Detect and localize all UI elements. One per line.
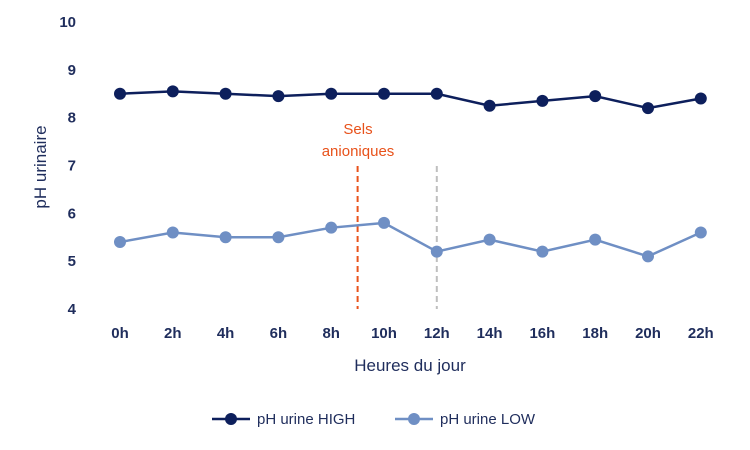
y-tick-label: 7 xyxy=(68,158,76,175)
x-tick-label: 8h xyxy=(322,325,340,342)
x-axis-title: Heures du jour xyxy=(354,356,466,375)
data-point xyxy=(589,233,602,246)
data-point xyxy=(166,226,179,239)
data-point xyxy=(430,245,443,258)
x-tick-label: 20h xyxy=(635,325,661,342)
data-point xyxy=(483,99,496,112)
legend-label: pH urine LOW xyxy=(440,411,536,428)
legend-marker xyxy=(225,413,237,425)
legend-item: pH urine LOW xyxy=(395,411,536,428)
x-tick-label: 16h xyxy=(529,325,555,342)
x-tick-label: 18h xyxy=(582,325,608,342)
data-point xyxy=(166,85,179,98)
data-point xyxy=(219,231,232,244)
data-point xyxy=(589,90,602,103)
y-axis-title: pH urinaire xyxy=(31,125,50,208)
legend: pH urine HIGH pH urine LOW xyxy=(212,411,536,428)
x-tick-label: 14h xyxy=(477,325,503,342)
data-point xyxy=(325,221,338,234)
y-tick-label: 4 xyxy=(68,301,77,318)
y-tick-label: 6 xyxy=(68,205,76,222)
data-point xyxy=(483,233,496,246)
data-point xyxy=(272,90,285,103)
y-axis-ticks: 4 5 6 7 8 9 10 xyxy=(59,14,76,318)
data-point xyxy=(694,92,707,105)
data-point xyxy=(430,87,443,100)
x-tick-label: 4h xyxy=(217,325,235,342)
y-tick-label: 10 xyxy=(59,14,76,31)
x-tick-label: 2h xyxy=(164,325,182,342)
x-tick-label: 12h xyxy=(424,325,450,342)
x-tick-label: 6h xyxy=(270,325,288,342)
legend-marker xyxy=(408,413,420,425)
series-1 xyxy=(114,85,707,115)
data-point xyxy=(219,87,232,100)
x-axis-ticks: 0h 2h 4h 6h 8h 10h 12h 14h 16h 18h 20h 22h xyxy=(111,325,713,342)
legend-label: pH urine HIGH xyxy=(257,411,355,428)
data-point xyxy=(272,231,285,244)
y-tick-label: 8 xyxy=(68,110,76,127)
data-point xyxy=(325,87,338,100)
series-2 xyxy=(114,216,707,263)
annotation-line-1: Sels xyxy=(343,121,372,138)
series-line xyxy=(119,221,702,258)
x-tick-label: 22h xyxy=(688,325,714,342)
data-point xyxy=(114,87,126,100)
series-layer xyxy=(114,85,707,263)
x-tick-label: 0h xyxy=(111,325,129,342)
legend-item: pH urine HIGH xyxy=(212,411,355,428)
y-tick-label: 5 xyxy=(68,253,76,270)
series-line xyxy=(119,90,702,110)
data-point xyxy=(114,236,126,249)
data-point xyxy=(536,245,549,258)
data-point xyxy=(378,87,390,100)
data-point xyxy=(536,94,549,107)
data-point xyxy=(642,102,654,115)
data-point xyxy=(378,216,390,229)
data-point xyxy=(642,250,654,263)
y-tick-label: 9 xyxy=(68,62,76,79)
vertical-markers xyxy=(356,166,438,309)
annotation-line-2: anioniques xyxy=(322,143,395,160)
x-tick-label: 10h xyxy=(371,325,397,342)
data-point xyxy=(694,226,707,239)
